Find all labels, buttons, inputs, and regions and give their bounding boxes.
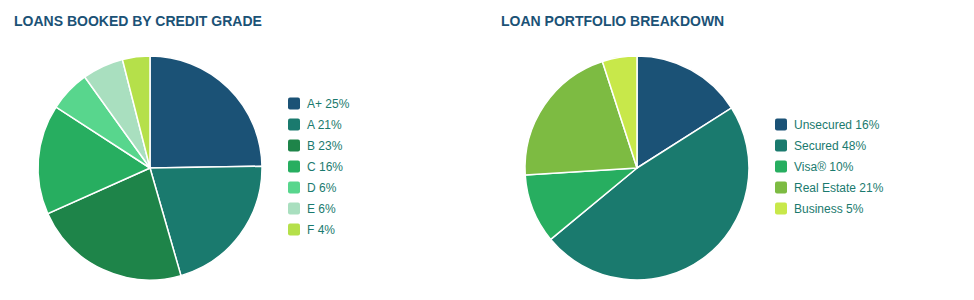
legend-label: Secured 48% — [794, 139, 866, 153]
legend-label: E 6% — [307, 202, 336, 216]
pie-slice — [602, 56, 637, 168]
chart-title: LOANS BOOKED BY CREDIT GRADE — [14, 13, 262, 29]
pie-slice — [525, 168, 637, 239]
legend-label: A+ 25% — [307, 97, 350, 111]
legend-swatch — [288, 161, 300, 173]
legend-swatch — [288, 182, 300, 194]
legend-label: Business 5% — [794, 202, 864, 216]
legend-swatch — [288, 140, 300, 152]
slices — [38, 56, 262, 280]
legend-label: A 21% — [307, 118, 342, 132]
legend-swatch — [288, 98, 300, 110]
pie-panel: LOAN PORTFOLIO BREAKDOWN Unsecured 16% Sec… — [501, 13, 884, 280]
pie-slice — [122, 56, 150, 168]
chart-root: LOANS BOOKED BY CREDIT GRADE A+ 25% A 21% B… — [0, 0, 974, 300]
slices — [525, 56, 749, 280]
legend-swatch — [288, 119, 300, 131]
chart-title: LOAN PORTFOLIO BREAKDOWN — [501, 13, 724, 29]
legend: A+ 25% A 21% B 23% C 16% D 6% E 6% F 4% — [288, 97, 350, 237]
pie-slice — [150, 56, 262, 168]
pie-panel: LOANS BOOKED BY CREDIT GRADE A+ 25% A 21% B… — [14, 13, 350, 280]
legend-swatch — [775, 140, 787, 152]
legend-swatch — [775, 203, 787, 215]
legend-label: Visa® 10% — [794, 160, 854, 174]
legend-label: Real Estate 21% — [794, 181, 884, 195]
legend-swatch — [288, 203, 300, 215]
legend: Unsecured 16% Secured 48% Visa® 10% Real Es… — [775, 118, 884, 216]
legend-label: D 6% — [307, 181, 337, 195]
legend-label: Unsecured 16% — [794, 118, 880, 132]
legend-swatch — [775, 161, 787, 173]
legend-swatch — [288, 224, 300, 236]
chart-svg: LOANS BOOKED BY CREDIT GRADE A+ 25% A 21% B… — [0, 0, 974, 300]
legend-label: F 4% — [307, 223, 335, 237]
legend-label: B 23% — [307, 139, 343, 153]
legend-swatch — [775, 182, 787, 194]
legend-swatch — [775, 119, 787, 131]
legend-label: C 16% — [307, 160, 343, 174]
